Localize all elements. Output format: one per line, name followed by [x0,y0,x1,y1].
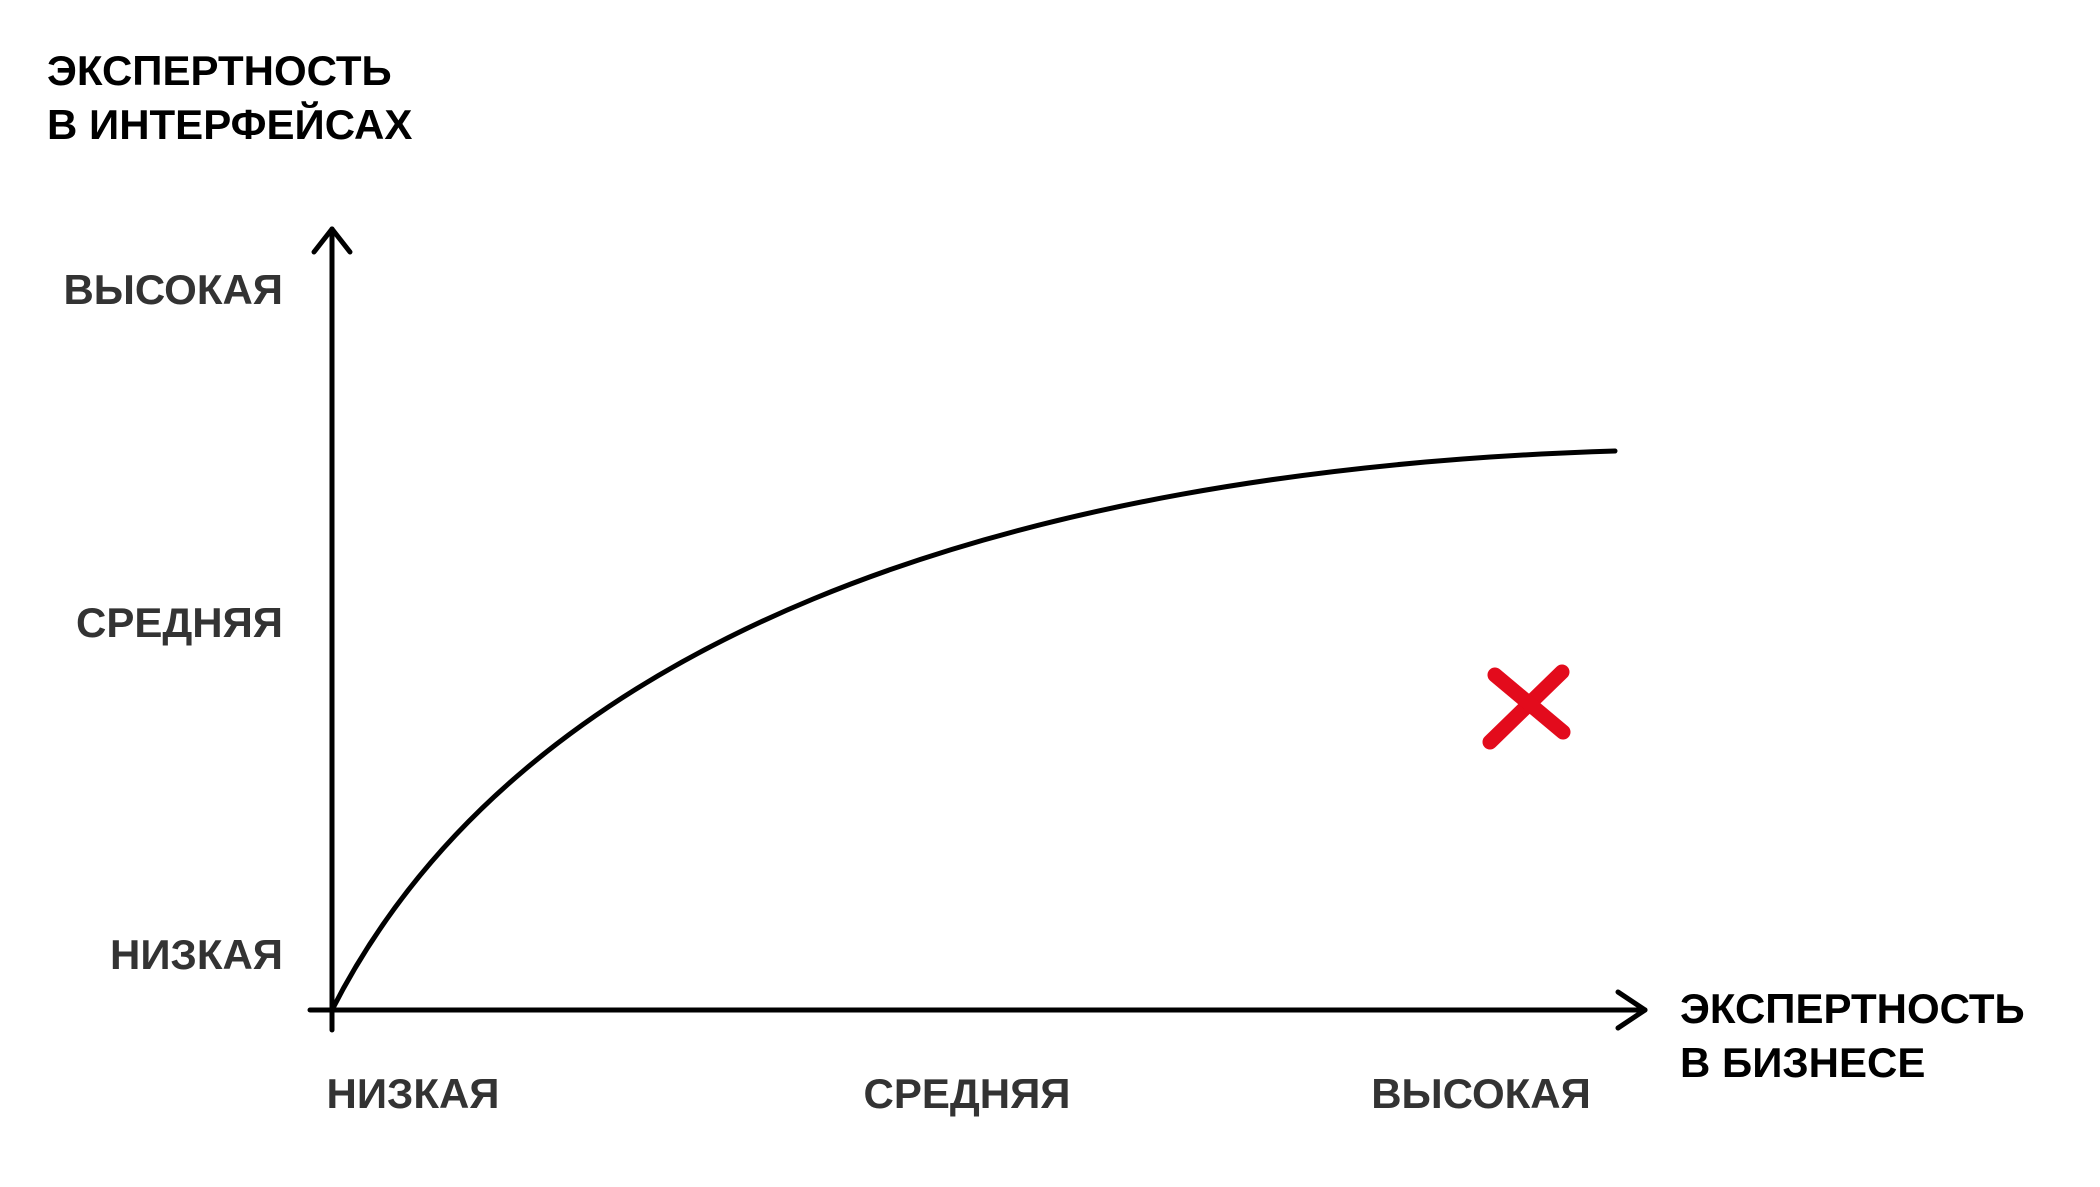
x-axis-title: ЭКСПЕРТНОСТЬ [1680,985,2025,1032]
y-level-label: ВЫСОКАЯ [63,266,283,313]
y-axis-title: ЭКСПЕРТНОСТЬ [47,47,392,94]
cross-stroke [1487,667,1571,740]
x-level-label: НИЗКАЯ [327,1070,500,1117]
y-axis-arrow [311,226,353,255]
y-level-label: НИЗКАЯ [110,931,283,978]
x-level-label: ВЫСОКАЯ [1371,1070,1591,1117]
x-axis-title: В БИЗНЕСЕ [1680,1039,1925,1086]
x-level-label: СРЕДНЯЯ [864,1070,1071,1117]
y-level-label: СРЕДНЯЯ [76,599,283,646]
x-axis-arrow [1615,989,1648,1031]
cross-mark [1482,664,1571,750]
curve [329,448,1618,1013]
y-axis-title: В ИНТЕРФЕЙСАХ [47,100,412,148]
